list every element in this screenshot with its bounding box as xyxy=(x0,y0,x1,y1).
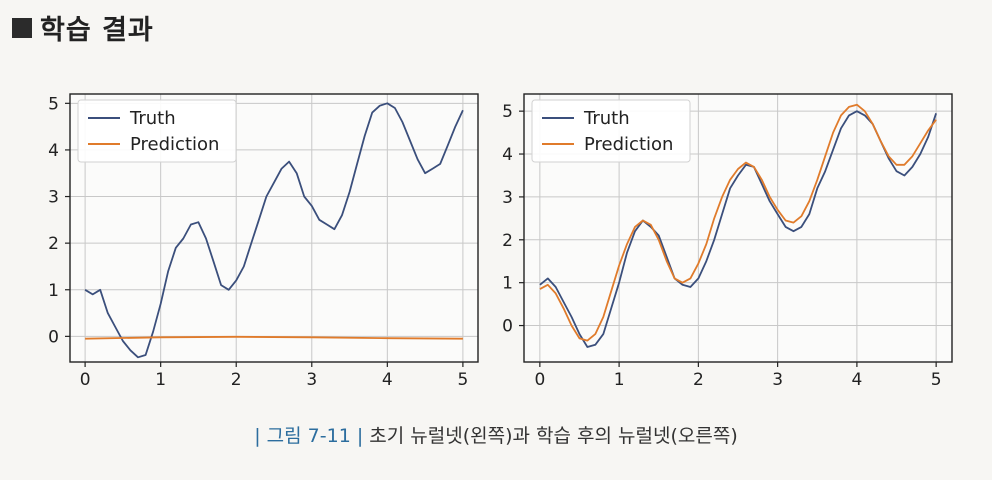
y-tick-label: 5 xyxy=(48,94,59,114)
series-line-truth xyxy=(84,102,464,359)
x-tick-label: 5 xyxy=(931,370,942,390)
y-tick-label: 4 xyxy=(48,141,59,161)
y-tick-label: 5 xyxy=(502,102,513,122)
series-line-prediction xyxy=(539,103,937,342)
figure-label: | 그림 7-11 | xyxy=(254,425,364,447)
legend-box xyxy=(531,99,691,163)
figure-caption-text: 초기 뉴럴넷(왼쪽)과 학습 후의 뉴럴넷(오른쪽) xyxy=(369,425,738,447)
chart-legend: Truth Prediction xyxy=(531,99,691,163)
x-tick-label: 3 xyxy=(306,370,317,390)
x-tick-label: 5 xyxy=(457,370,468,390)
x-tick-label: 0 xyxy=(80,370,91,390)
square-bullet-icon xyxy=(12,17,32,38)
legend-box xyxy=(77,99,237,163)
y-tick-label: 0 xyxy=(502,317,513,337)
legend-label: Truth xyxy=(129,108,176,129)
y-tick-label: 1 xyxy=(48,281,59,301)
legend-label: Prediction xyxy=(130,134,219,155)
legend-label: Prediction xyxy=(584,134,673,155)
series-line-prediction xyxy=(85,335,463,340)
x-tick-label: 3 xyxy=(772,370,783,390)
chart-initial-network: 0 1 2 3 4 5 0 1 2 3 4 5 Truth Prediction xyxy=(48,93,479,390)
figure-caption: | 그림 7-11 | 초기 뉴럴넷(왼쪽)과 학습 후의 뉴럴넷(오른쪽) xyxy=(0,421,992,448)
x-tick-label: 2 xyxy=(693,370,704,390)
x-tick-label: 4 xyxy=(382,370,393,390)
y-tick-label: 3 xyxy=(502,188,513,208)
section-title: 학습 결과 xyxy=(40,15,154,46)
x-tick-label: 1 xyxy=(155,370,166,390)
y-tick-label: 4 xyxy=(502,145,513,165)
chart-legend: Truth Prediction xyxy=(77,99,237,163)
chart-trained-network: 0 1 2 3 4 5 0 1 2 3 4 5 Truth Prediction xyxy=(502,93,953,390)
y-tick-label: 2 xyxy=(48,234,59,254)
section-heading: 학습 결과 xyxy=(12,8,154,47)
plot-frame xyxy=(523,93,953,363)
x-tick-label: 0 xyxy=(534,370,545,390)
y-tick-label: 0 xyxy=(48,327,59,347)
plot-frame xyxy=(69,93,479,363)
y-tick-label: 1 xyxy=(502,274,513,294)
y-tick-label: 2 xyxy=(502,231,513,251)
x-tick-label: 1 xyxy=(614,370,625,390)
x-tick-label: 2 xyxy=(231,370,242,390)
y-tick-label: 3 xyxy=(48,188,59,208)
x-tick-label: 4 xyxy=(851,370,862,390)
legend-label: Truth xyxy=(583,108,630,129)
